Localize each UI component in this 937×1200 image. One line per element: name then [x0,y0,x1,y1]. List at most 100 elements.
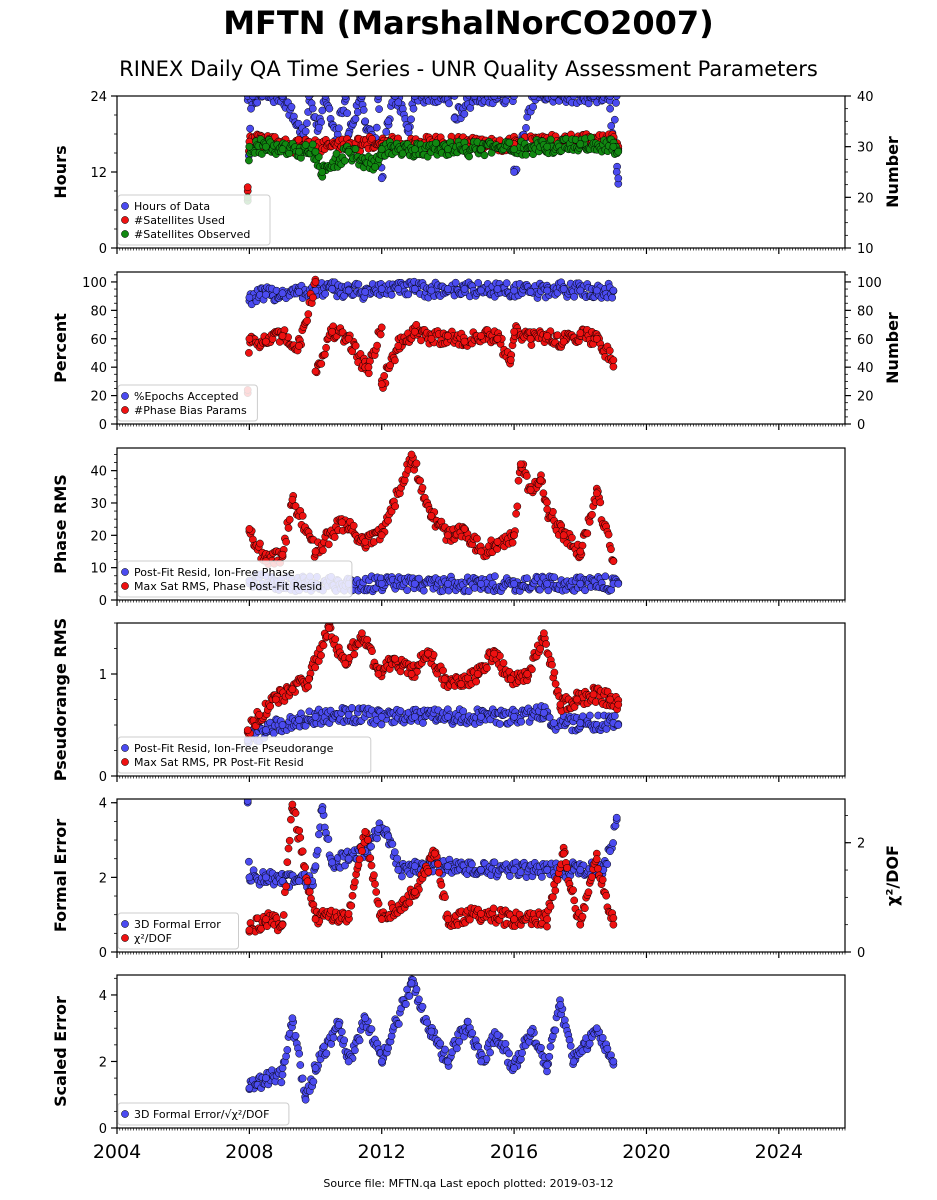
data-point [468,1029,477,1037]
data-point [298,1074,307,1083]
y-right-tick-label: 60 [857,333,874,348]
data-point [308,104,317,113]
data-point [309,1077,318,1086]
data-point [372,123,381,132]
data-point [496,720,504,728]
data-point [410,285,419,293]
data-point [549,893,557,901]
data-point [247,104,255,113]
data-point [394,98,403,107]
data-point [578,912,587,921]
data-point [592,489,601,498]
x-tick-label: 2008 [225,1141,273,1163]
data-point [418,1002,427,1011]
data-point [391,356,399,365]
data-point [350,650,359,659]
data-point [531,85,538,92]
data-point [319,546,327,555]
data-point [444,862,452,871]
data-point [596,498,605,507]
data-point [351,878,359,886]
data-point [343,109,352,118]
data-point [584,888,593,897]
data-point [527,341,536,349]
data-point [566,1042,575,1050]
data-point [603,87,610,94]
y-right-tick-label: 20 [857,191,874,206]
y-right-axis-label: Number [883,312,902,384]
data-point [477,145,485,154]
data-point [602,86,609,93]
data-point [245,926,254,934]
data-point [510,1064,518,1072]
data-point [311,547,320,556]
data-point [295,716,303,724]
data-point [319,641,328,650]
data-point [569,1057,578,1066]
y-tick-label: 0 [99,242,107,257]
data-point [494,96,497,97]
y-tick-label: 2 [99,1055,107,1070]
data-point [570,896,579,905]
data-point [394,1020,403,1028]
data-point [424,649,432,658]
data-point [377,174,386,183]
data-point [543,1067,551,1076]
y-tick-label: 100 [82,276,107,291]
data-point [278,289,287,298]
data-point [370,871,378,879]
data-point [348,891,357,900]
data-point [301,127,310,136]
data-point [436,87,443,94]
data-point [309,293,317,302]
data-point [510,712,518,721]
data-point [354,280,363,289]
data-point [444,285,452,293]
y-right-tick-label: 20 [857,390,874,405]
data-point [368,647,376,656]
data-point [262,88,269,95]
data-point [501,1039,510,1048]
data-point [364,836,372,844]
data-point [539,489,548,498]
data-point [246,124,254,133]
data-point [298,512,307,520]
data-point [444,531,452,540]
data-point [609,142,618,151]
data-point [546,902,555,911]
data-point [517,1055,525,1063]
data-point [415,574,423,583]
data-point [407,450,416,459]
legend: 3D Formal Error/√χ²/DOF [117,1102,290,1126]
data-point [407,979,416,988]
y-axis-label: Hours [51,145,70,198]
data-point [407,670,416,678]
data-point [493,1031,502,1039]
data-point [394,866,403,874]
data-point [547,96,552,97]
data-point [556,1001,565,1009]
data-point [311,712,320,721]
data-point [305,887,314,896]
data-point [243,799,252,805]
data-point [298,847,307,856]
data-point [451,278,460,287]
data-point [295,1049,304,1058]
data-point [506,872,514,880]
data-point [477,286,485,295]
data-point [278,721,287,729]
data-point [311,278,320,286]
data-point [308,140,317,149]
data-point [523,670,532,678]
data-point [404,290,413,299]
data-point [284,844,293,853]
legend-entry: #Phase Bias Params [134,404,247,417]
data-point [321,289,330,298]
data-point [304,682,312,691]
data-point [576,547,585,556]
data-point [329,1033,338,1042]
data-point [510,579,518,588]
data-point [559,285,568,293]
data-point [245,873,254,882]
